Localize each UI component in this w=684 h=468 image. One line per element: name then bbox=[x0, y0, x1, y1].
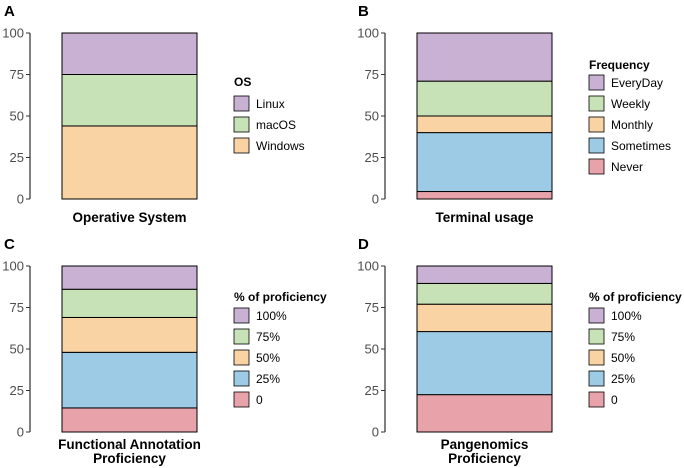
panel-d-legend-swatch bbox=[588, 328, 605, 345]
panel-d-x-axis-title: Pangenomics bbox=[441, 437, 529, 452]
panel-b-legend-label: EveryDay bbox=[611, 76, 663, 90]
panel-a-legend-label: macOS bbox=[256, 118, 296, 132]
panel-b-y-tick-label: 50 bbox=[365, 109, 379, 124]
panel-d-letter: D bbox=[358, 236, 369, 253]
panel-b-legend-swatch bbox=[588, 74, 605, 91]
panel-d-bar-segment-100pct bbox=[416, 265, 553, 284]
panel-c-legend-label: 75% bbox=[256, 330, 280, 344]
panel-a-y-tick-label: 50 bbox=[10, 109, 24, 124]
panel-b-bar-segment-everyday bbox=[416, 32, 553, 82]
panel-a-legend-label: Linux bbox=[256, 97, 285, 111]
panel-a-legend-title: OS bbox=[234, 75, 251, 89]
panel-c-legend-title: % of proficiency bbox=[234, 290, 327, 304]
panel-c-legend-label: 25% bbox=[256, 372, 280, 386]
panel-a-bar-segment-linux bbox=[61, 32, 198, 75]
panel-a-bar-segment-macos bbox=[61, 74, 198, 127]
panel-c-legend-swatch bbox=[233, 370, 250, 387]
panel-b-bar-segment-monthly bbox=[416, 115, 553, 134]
panel-c-y-tick-label: 100 bbox=[2, 259, 24, 274]
panel-a-bar-segment-windows bbox=[61, 125, 198, 200]
panel-a-letter: A bbox=[4, 3, 15, 20]
panel-b-bar-segment-never bbox=[416, 191, 553, 200]
panel-b-y-tick-label: 100 bbox=[357, 26, 379, 41]
panel-b-legend-swatch bbox=[588, 158, 605, 175]
panel-b-legend-title: Frequency bbox=[589, 58, 650, 72]
panel-b-bar-segment-sometimes bbox=[416, 132, 553, 193]
panel-d-bar-segment-75pct bbox=[416, 282, 553, 305]
panel-a-y-tick-label: 100 bbox=[2, 26, 24, 41]
panel-c-x-axis-title: Functional Annotation bbox=[58, 437, 201, 452]
panel-b-y-tick-label: 0 bbox=[372, 192, 379, 207]
panel-b-legend-swatch bbox=[588, 137, 605, 154]
panel-b-legend-label: Monthly bbox=[611, 118, 653, 132]
panel-c-bar-segment-50pct bbox=[61, 316, 198, 353]
panel-c-y-tick-label: 0 bbox=[17, 425, 24, 440]
panel-b-y-tick-label: 75 bbox=[365, 67, 379, 82]
panel-d-y-tick-label: 0 bbox=[372, 425, 379, 440]
panel-c-legend-label: 50% bbox=[256, 351, 280, 365]
panel-d-legend-title: % of proficiency bbox=[589, 290, 682, 304]
panel-d-bar-segment-25pct bbox=[416, 331, 553, 396]
panel-c-x-axis-title: Proficiency bbox=[93, 451, 166, 466]
panel-d-y-tick-label: 100 bbox=[357, 259, 379, 274]
panel-d-legend-label: 25% bbox=[611, 372, 635, 386]
panel-c-y-tick-label: 75 bbox=[10, 300, 24, 315]
panel-d-y-tick-label: 25 bbox=[365, 383, 379, 398]
panel-c-bar-segment-25pct bbox=[61, 351, 198, 409]
panel-b-legend-label: Weekly bbox=[611, 97, 650, 111]
panel-d-legend-swatch bbox=[588, 349, 605, 366]
panel-b-legend-label: Sometimes bbox=[611, 139, 671, 153]
panel-c-bar-segment-100pct bbox=[61, 265, 198, 290]
panel-a-x-axis-title: Operative System bbox=[72, 210, 186, 225]
panel-c-legend-label: 0 bbox=[256, 393, 263, 407]
panel-d-y-tick-label: 50 bbox=[365, 342, 379, 357]
panel-d-legend-swatch bbox=[588, 307, 605, 324]
panel-a-y-tick-label: 0 bbox=[17, 192, 24, 207]
panel-b-letter: B bbox=[358, 3, 369, 20]
panel-d-legend-label: 100% bbox=[611, 309, 642, 323]
panel-d-legend-swatch bbox=[588, 370, 605, 387]
panel-a-legend-label: Windows bbox=[256, 139, 305, 153]
panel-b-y-tick-label: 25 bbox=[365, 150, 379, 165]
panel-c-legend-label: 100% bbox=[256, 309, 287, 323]
panel-a-legend-swatch bbox=[233, 95, 250, 112]
panel-a-legend-swatch bbox=[233, 137, 250, 154]
panel-c-bar-segment-0 bbox=[61, 407, 198, 433]
panel-c-bar-segment-75pct bbox=[61, 288, 198, 318]
panel-a-legend-swatch bbox=[233, 116, 250, 133]
panel-d-legend-label: 50% bbox=[611, 351, 635, 365]
panel-d-bar-segment-50pct bbox=[416, 303, 553, 333]
panel-c-legend-swatch bbox=[233, 349, 250, 366]
panel-b-legend-label: Never bbox=[611, 160, 643, 174]
panel-d-bar-segment-0 bbox=[416, 394, 553, 433]
panel-c-letter: C bbox=[4, 236, 15, 253]
panel-c-legend-swatch bbox=[233, 307, 250, 324]
panel-d-y-tick-label: 75 bbox=[365, 300, 379, 315]
panel-d-x-axis-title: Proficiency bbox=[448, 451, 521, 466]
panel-a-y-tick-label: 75 bbox=[10, 67, 24, 82]
panel-c-legend-swatch bbox=[233, 391, 250, 408]
panel-a-y-tick-label: 25 bbox=[10, 150, 24, 165]
panel-c-y-tick-label: 50 bbox=[10, 342, 24, 357]
panel-c-legend-swatch bbox=[233, 328, 250, 345]
panel-d-legend-label: 75% bbox=[611, 330, 635, 344]
panel-d-legend-swatch bbox=[588, 391, 605, 408]
panel-b-legend-swatch bbox=[588, 116, 605, 133]
panel-b-legend-swatch bbox=[588, 95, 605, 112]
panel-d-legend-label: 0 bbox=[611, 393, 618, 407]
panel-c-y-tick-label: 25 bbox=[10, 383, 24, 398]
panel-b-x-axis-title: Terminal usage bbox=[435, 210, 534, 225]
panel-b-bar-segment-weekly bbox=[416, 80, 553, 117]
